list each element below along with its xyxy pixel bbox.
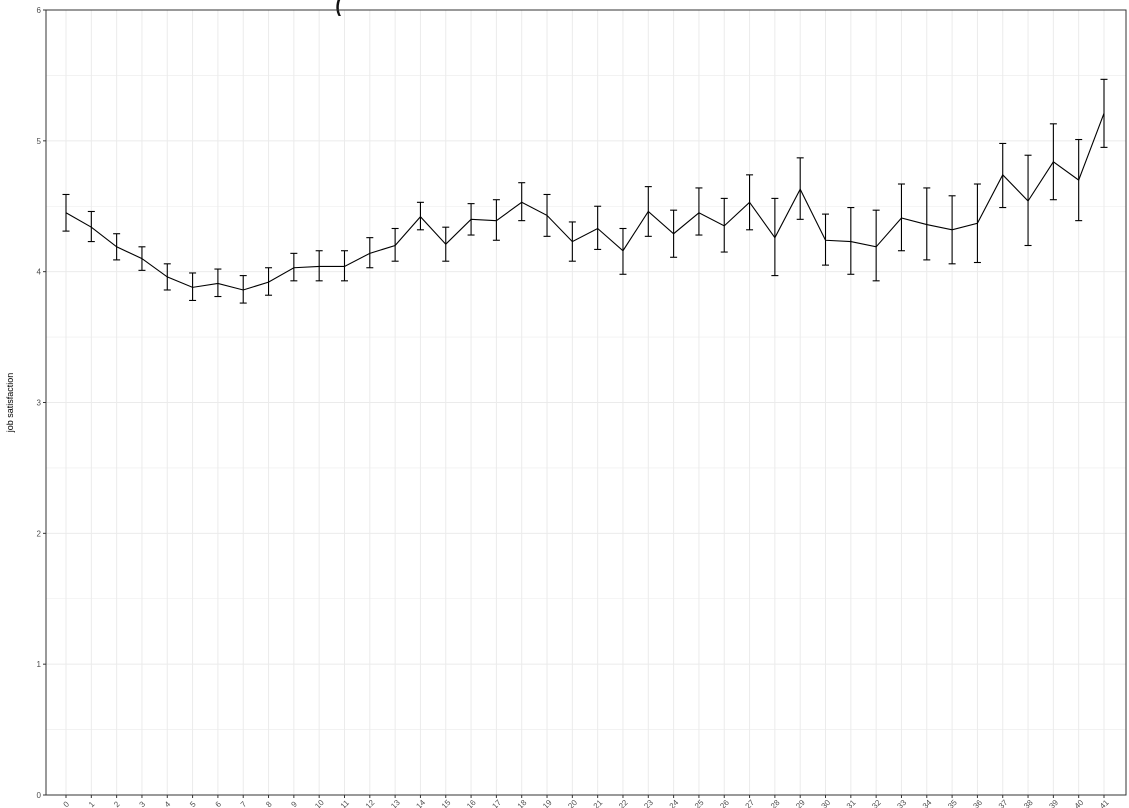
x-tick-label: 11 [339,798,352,808]
x-tick-label: 40 [1073,798,1086,808]
error-bar [366,237,374,269]
x-tick-label: 15 [440,798,453,808]
error-bar [897,183,905,252]
error-bar [518,182,526,222]
x-tick-label: 12 [364,798,377,808]
y-tick-label: 4 [37,268,42,277]
x-tick-label: 32 [870,798,883,808]
series-line [65,113,1105,291]
x-tick-label: 17 [490,798,503,808]
x-tick-label: 31 [845,798,858,808]
error-bar [315,250,323,282]
y-tick-label: 3 [37,399,42,408]
x-tick-label: 7 [239,799,249,808]
y-tick-label: 1 [37,660,42,669]
x-tick-label: 22 [617,798,630,808]
error-bar [594,205,602,250]
grid-layer [46,9,1126,796]
x-tick-label: 30 [820,798,833,808]
error-bar [214,268,222,298]
x-tick-label: 35 [946,798,959,808]
x-tick-label: 8 [264,799,274,808]
chart-title: ( [0,0,1129,16]
error-bars [62,78,1108,304]
error-bar [87,210,95,243]
error-bar [265,267,273,296]
error-bar [189,272,197,302]
y-axis-label: job satisfaction [5,373,15,434]
x-tick-label: 26 [718,798,731,808]
x-tick-label: 24 [668,798,681,808]
error-bar [695,187,703,236]
chart-title-fragment: ( [335,0,345,16]
x-tick-label: 38 [1022,798,1035,808]
x-tick-label: 5 [188,799,198,808]
y-tick-label: 5 [37,137,42,146]
x-tick-label: 6 [213,799,223,808]
x-axis: 0 1 2 3 4 5 6 7 8 9 10 11 12 13 14 15 16 17 18 19 20 21 22 23 24… [62,795,1111,808]
error-bar [872,209,880,282]
x-tick-label: 13 [389,798,402,808]
y-tick-label: 6 [37,6,42,15]
x-tick-label: 29 [794,798,807,808]
x-tick-label: 20 [566,798,579,808]
x-tick-label: 16 [465,798,478,808]
x-tick-label: 36 [971,798,984,808]
y-tick-label: 0 [37,791,42,800]
y-tick-label: 2 [37,529,42,538]
x-tick-label: 19 [541,798,554,808]
x-tick-label: 2 [112,799,122,808]
x-tick-label: 3 [138,799,148,808]
error-bar [340,250,348,282]
error-bar [1100,78,1108,148]
x-tick-label: 9 [289,799,299,808]
x-tick-label: 34 [921,798,934,808]
error-bar [239,275,247,304]
x-tick-label: 33 [895,798,908,808]
x-tick-label: 28 [769,798,782,808]
x-tick-label: 14 [414,798,427,808]
error-bar [923,187,931,261]
x-tick-label: 25 [693,798,706,808]
x-tick-label: 4 [163,799,173,808]
x-tick-label: 23 [642,798,655,808]
x-tick-label: 0 [62,799,72,808]
x-tick-label: 18 [516,798,529,808]
y-axis: 0 1 2 3 4 5 6 [37,6,46,800]
x-tick-label: 39 [1047,798,1060,808]
x-tick-label: 27 [744,798,757,808]
error-bar [290,252,298,282]
x-tick-label: 41 [1098,798,1111,808]
x-tick-label: 37 [997,798,1010,808]
error-bar [847,207,855,275]
x-tick-label: 21 [592,798,605,808]
x-tick-label: 1 [87,799,97,808]
x-tick-label: 10 [313,798,326,808]
